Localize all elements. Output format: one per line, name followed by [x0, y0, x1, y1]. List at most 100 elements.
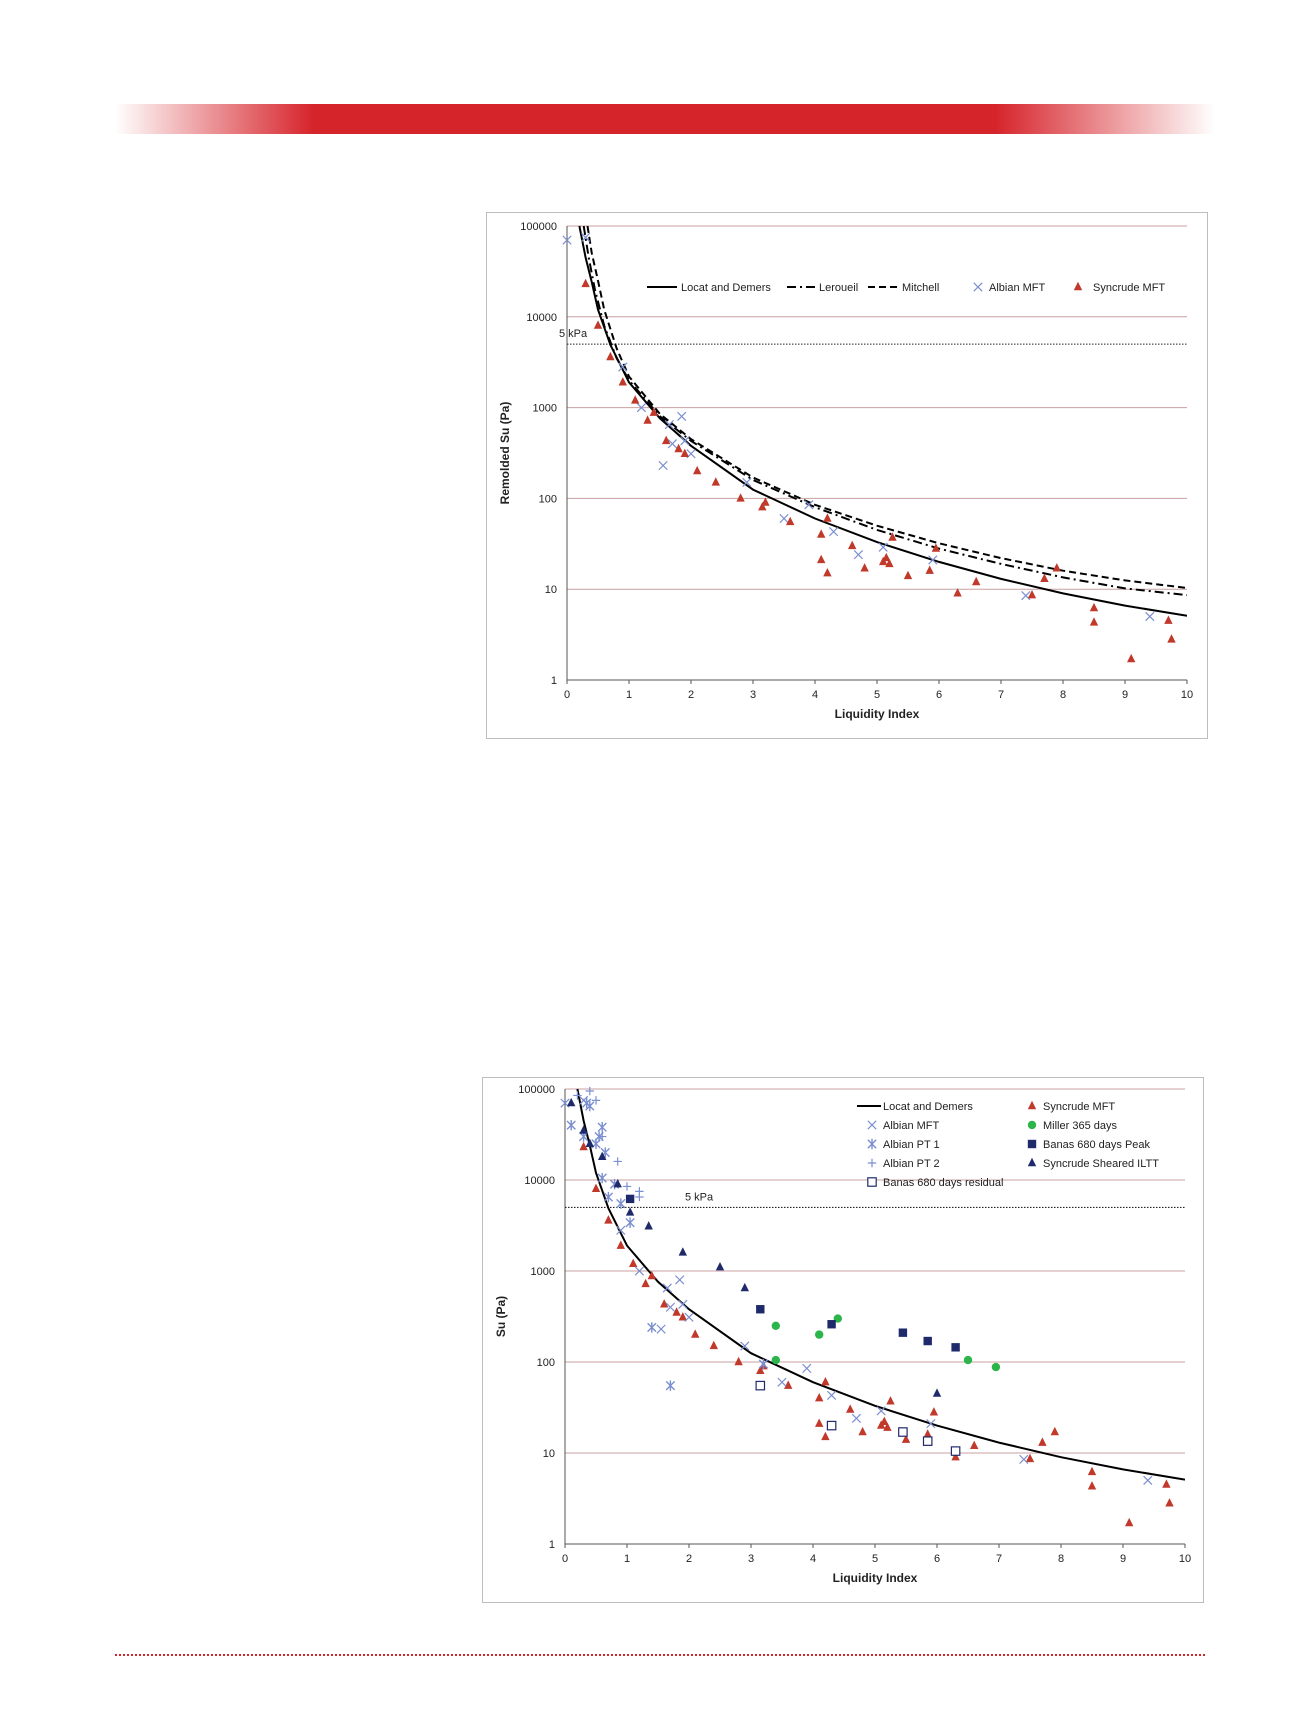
point-albian-mft	[853, 550, 864, 560]
x-tick-label: 7	[996, 1553, 1002, 1565]
point-syncrude-mft	[736, 493, 745, 502]
legend-label: Banas 680 days Peak	[1043, 1139, 1151, 1151]
legend-banas-680-days-peak: Banas 680 days Peak	[1027, 1139, 1151, 1151]
point-albian-mft	[665, 1302, 676, 1312]
point-syncrude-mft	[972, 576, 981, 586]
point-syncrude-mft	[821, 1376, 830, 1386]
point-syncrude-sheared-iltt	[625, 1207, 635, 1216]
point-syncrude-mft	[858, 1426, 867, 1436]
point-banas-680-days-peak	[951, 1343, 960, 1352]
x-tick-label: 1	[626, 689, 632, 701]
header-banner	[115, 104, 1215, 134]
point-albian-pt-1	[665, 1380, 676, 1391]
point-albian-mft	[680, 436, 690, 446]
y-tick-label: 1000	[531, 1266, 555, 1278]
point-syncrude-mft	[662, 435, 671, 445]
point-albian-mft	[876, 1406, 886, 1416]
y-tick-label: 1	[551, 675, 557, 687]
point-syncrude-mft	[678, 1312, 687, 1321]
point-syncrude-mft	[1164, 615, 1173, 624]
point-albian-pt-2	[635, 1192, 644, 1202]
point-syncrude-mft	[1089, 617, 1099, 626]
x-tick-label: 3	[748, 1553, 754, 1565]
legend-label: Mitchell	[902, 282, 939, 294]
point-albian-mft	[779, 513, 789, 524]
curves-layer	[576, 1088, 1185, 1481]
point-syncrude-sheared-iltt	[567, 1097, 576, 1107]
point-syncrude-mft	[823, 513, 832, 522]
point-syncrude-mft	[606, 351, 615, 361]
legend-locat-and-demers: Locat and Demers	[857, 1101, 973, 1113]
point-banas-680-days-peak	[756, 1305, 765, 1314]
point-syncrude-mft	[711, 477, 720, 486]
x-tick-label: 6	[936, 689, 942, 701]
point-albian-pt-2	[585, 1086, 594, 1096]
y-tick-label: 10	[543, 1448, 555, 1460]
point-syncrude-mft	[761, 497, 770, 506]
legend-label: Syncrude MFT	[1043, 1101, 1115, 1113]
point-banas-680-days-peak	[898, 1328, 908, 1337]
y-tick-label: 10000	[524, 1175, 555, 1187]
point-albian-mft	[634, 1266, 645, 1276]
curve-locat-and-demers	[578, 225, 1187, 617]
point-syncrude-mft	[817, 554, 826, 564]
point-syncrude-mft	[604, 1215, 613, 1224]
point-syncrude-mft	[1162, 1479, 1171, 1488]
point-banas-680-days-peak	[625, 1194, 635, 1204]
point-syncrude-mft	[616, 1240, 625, 1249]
y-tick-label: 10000	[526, 312, 557, 324]
point-syncrude-mft	[579, 1141, 588, 1151]
x-tick-label: 4	[810, 1553, 816, 1565]
y-tick-label: 1	[549, 1539, 555, 1551]
point-syncrude-sheared-iltt	[932, 1388, 942, 1397]
x-tick-label: 0	[562, 1553, 568, 1565]
point-syncrude-mft	[848, 540, 857, 550]
legend-label: Albian MFT	[883, 1120, 940, 1132]
point-syncrude-mft	[1052, 563, 1061, 572]
legend-banas-680-days-residual: Banas 680 days residual	[867, 1177, 1003, 1189]
y-tick-label: 100	[539, 493, 557, 505]
point-syncrude-mft	[734, 1356, 743, 1366]
legend-marker-sample	[867, 1120, 877, 1130]
point-syncrude-mft	[925, 565, 934, 574]
legend-label: Locat and Demers	[883, 1101, 973, 1113]
legend-label: Syncrude Sheared ILTT	[1043, 1158, 1159, 1170]
legend-label: Albian MFT	[989, 282, 1046, 294]
point-syncrude-mft	[1027, 589, 1037, 599]
point-banas-680-days-residual	[950, 1446, 961, 1456]
point-miller-365-days	[815, 1330, 824, 1339]
point-albian-mft	[684, 1312, 694, 1322]
point-albian-pt-1	[597, 1172, 607, 1184]
point-syncrude-mft	[680, 448, 689, 457]
point-albian-mft	[636, 402, 647, 413]
point-albian-pt-1	[566, 1120, 576, 1131]
point-syncrude-mft	[618, 377, 627, 386]
point-syncrude-mft	[903, 570, 913, 580]
legend-label: Leroueil	[819, 282, 858, 294]
point-albian-mft	[658, 460, 668, 471]
x-tick-label: 9	[1120, 1553, 1126, 1565]
point-miller-365-days	[771, 1321, 780, 1330]
point-albian-pt-2	[573, 1091, 582, 1100]
x-axis-label: Liquidity Index	[833, 1571, 918, 1585]
point-albian-pt-1	[758, 1358, 769, 1370]
point-syncrude-mft	[1165, 1498, 1174, 1507]
legend-marker-sample	[1027, 1100, 1037, 1110]
y-tick-label: 100000	[520, 221, 557, 233]
point-syncrude-mft	[631, 395, 640, 404]
point-syncrude-mft	[815, 1393, 824, 1402]
legend-marker-sample	[1073, 281, 1083, 291]
point-albian-mft	[664, 419, 674, 430]
point-albian-mft	[667, 439, 678, 449]
x-tick-label: 10	[1179, 1553, 1191, 1565]
point-syncrude-mft	[1025, 1453, 1035, 1463]
point-syncrude-mft	[821, 1431, 830, 1441]
y-tick-label: 100	[537, 1357, 555, 1369]
legend-label: Albian PT 1	[883, 1139, 940, 1151]
legend-marker-sample	[867, 1138, 877, 1150]
x-tick-label: 5	[872, 1553, 878, 1565]
legend-leroueil: Leroueil	[787, 282, 858, 294]
legend-marker-sample	[1027, 1157, 1037, 1167]
legend-marker-sample	[973, 282, 983, 292]
